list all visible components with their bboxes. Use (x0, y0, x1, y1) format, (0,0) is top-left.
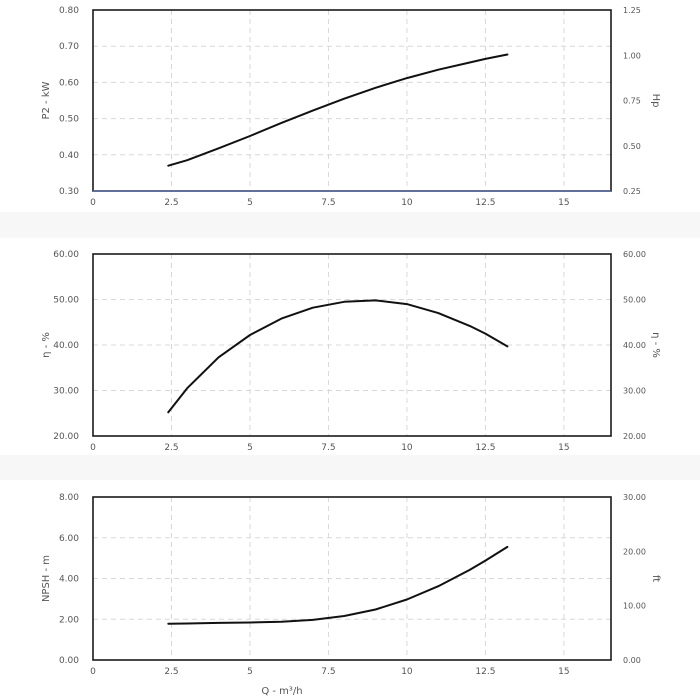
x-tick-label: 12.5 (475, 667, 495, 677)
series-line-1 (167, 53, 509, 167)
x-tick-label: 0 (90, 667, 96, 677)
plot-frame (92, 496, 612, 661)
plot-frame (92, 253, 612, 437)
x-tick-label: 10 (401, 667, 413, 677)
y-tick-label: 60.00 (53, 250, 79, 260)
y2-tick-label: 20.00 (623, 547, 646, 556)
y-tick-label: 0.70 (59, 42, 79, 52)
chart-panel-1: 0.30 0.40 0.50 0.60 0.70 0.80 0 2.5 5 7.5 10 12.5 15… (0, 0, 700, 212)
x-tick-label: 7.5 (321, 443, 335, 453)
x-tick-label: 0 (90, 198, 96, 208)
x-axis-title: Q - m³/h (261, 686, 302, 697)
y2-tick-label: 0.25 (623, 187, 641, 196)
y2-tick-label: 0.75 (623, 97, 641, 106)
x-tick-label: 12.5 (475, 198, 495, 208)
y-tick-label: 0.30 (59, 187, 79, 197)
y-tick-label: 8.00 (59, 493, 79, 503)
y2-tick-label: 1.25 (623, 6, 641, 15)
y2-tick-label: 1.00 (623, 51, 641, 60)
x-tick-label: 0 (90, 443, 96, 453)
y2-tick-label: 30.00 (623, 493, 646, 502)
y2-axis-title: η - % (650, 332, 661, 358)
y-tick-label: 2.00 (59, 615, 79, 625)
y-axis-title: P2 - kW (41, 81, 52, 119)
y2-tick-label: 0.00 (623, 656, 641, 665)
panel-background (0, 238, 700, 455)
x-tick-label: 2.5 (164, 667, 178, 677)
x-tick-label: 5 (247, 198, 253, 208)
x-tick-label: 15 (558, 198, 569, 208)
y-tick-label: 30.00 (53, 387, 79, 397)
y-tick-label: 0.60 (59, 78, 79, 88)
chart-panel-3: 0.00 2.00 4.00 6.00 8.00 0 2.5 5 7.5 10 12.5 15 0.00… (0, 480, 700, 700)
x-tick-label: 2.5 (164, 198, 178, 208)
y-axis-title: NPSH - m (41, 555, 52, 602)
chart-panel-2: 20.00 30.00 40.00 50.00 60.00 0 2.5 5 7.5 10 12.5 1… (0, 238, 700, 455)
panel-background (0, 480, 700, 700)
x-tick-label: 12.5 (475, 443, 495, 453)
y2-tick-label: 40.00 (623, 341, 646, 350)
series-line-1 (167, 299, 509, 414)
x-tick-label: 7.5 (321, 198, 335, 208)
y2-axis-title: Hp (650, 94, 661, 108)
y-tick-label: 50.00 (53, 296, 79, 306)
y-tick-label: 0.40 (59, 151, 79, 161)
x-tick-label: 5 (247, 443, 253, 453)
y-tick-label: 0.00 (59, 656, 79, 666)
y-tick-label: 6.00 (59, 534, 79, 544)
y2-axis-title: ft (650, 575, 661, 582)
panel-background (0, 0, 700, 212)
x-tick-label: 7.5 (321, 667, 335, 677)
x-tick-label: 2.5 (164, 443, 178, 453)
y-tick-label: 40.00 (53, 341, 79, 351)
y-tick-label: 4.00 (59, 575, 79, 585)
y-tick-label: 20.00 (53, 432, 79, 442)
x-tick-label: 15 (558, 443, 569, 453)
y-tick-label: 0.50 (59, 115, 79, 125)
x-tick-label: 10 (401, 443, 413, 453)
y2-tick-label: 20.00 (623, 432, 646, 441)
x-tick-label: 5 (247, 667, 253, 677)
y-tick-label: 0.80 (59, 6, 79, 16)
y-axis-title: η - % (41, 332, 52, 358)
x-tick-label: 15 (558, 667, 569, 677)
y2-tick-label: 60.00 (623, 250, 646, 259)
series-line-1 (167, 545, 509, 625)
y2-tick-label: 30.00 (623, 387, 646, 396)
y2-tick-label: 10.00 (623, 602, 646, 611)
x-tick-label: 10 (401, 198, 413, 208)
y2-tick-label: 50.00 (623, 296, 646, 305)
y2-tick-label: 0.50 (623, 142, 641, 151)
